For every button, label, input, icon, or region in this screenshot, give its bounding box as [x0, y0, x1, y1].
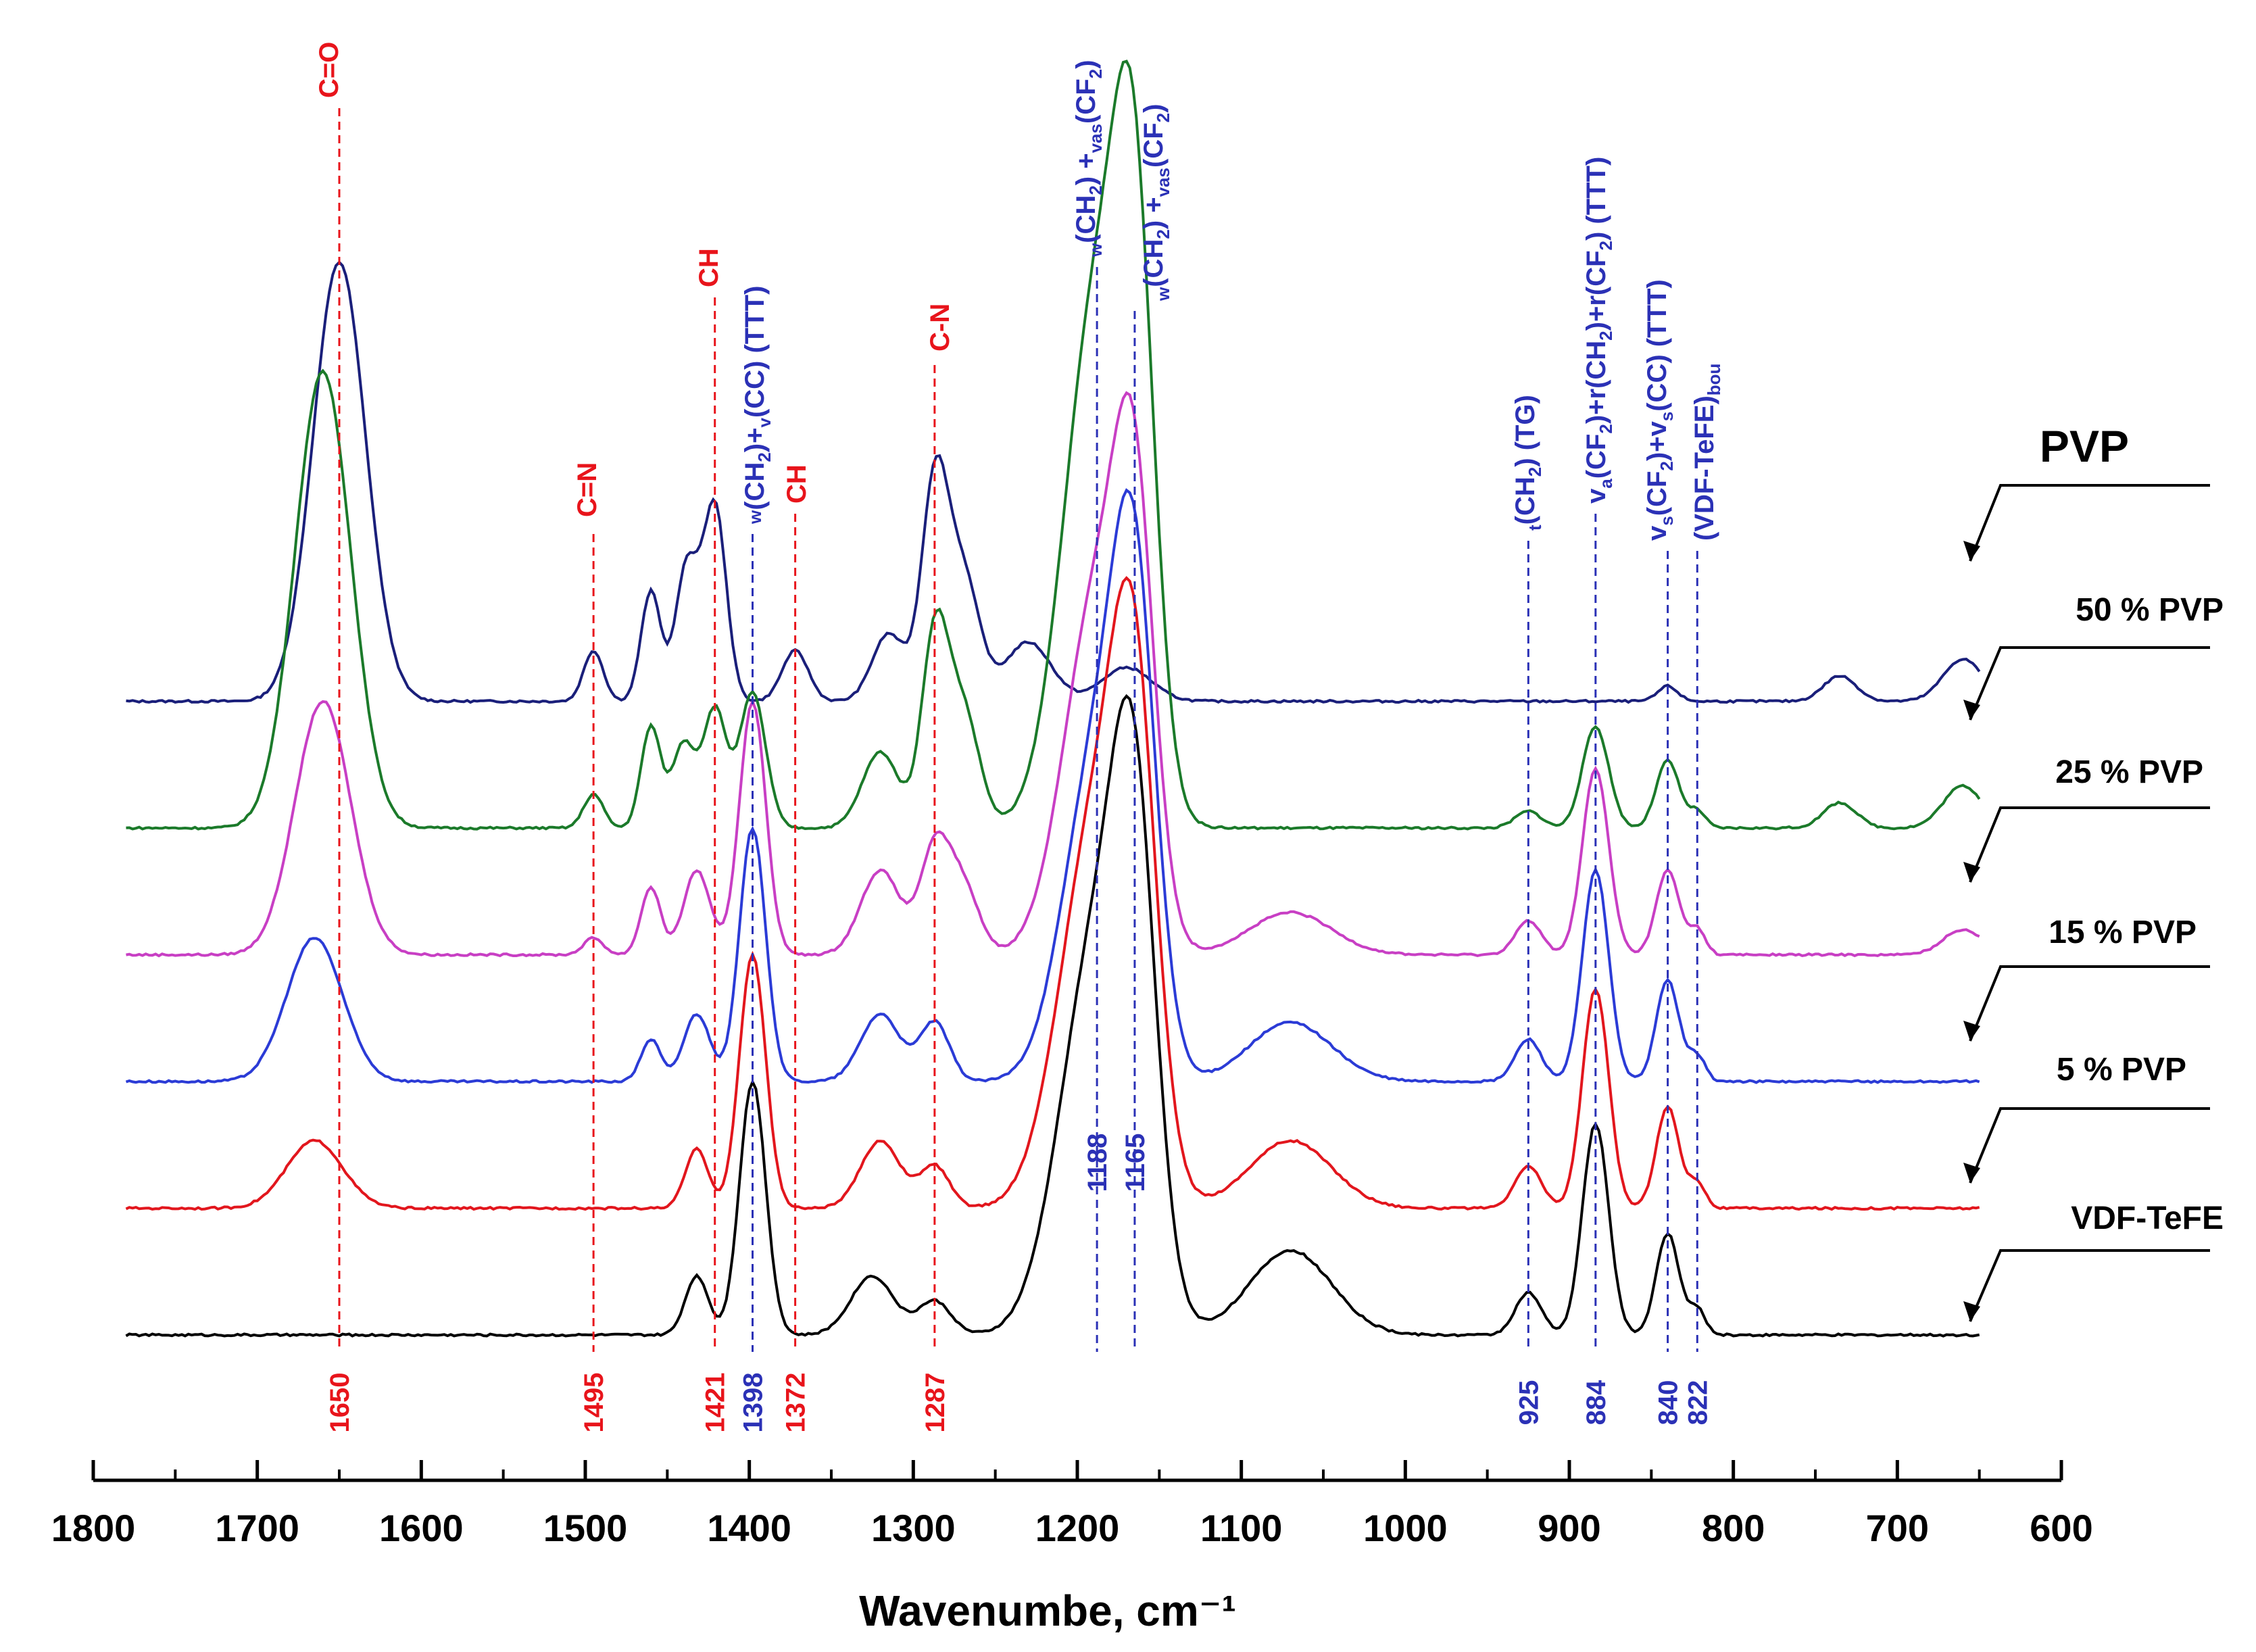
legend-label-25: 25 % PVP [2055, 754, 2203, 790]
peak-marker-label-1188: 1188 [1083, 1134, 1112, 1192]
legend-leader-15 [1969, 965, 2210, 1042]
legend-arrow-15 [1963, 1021, 1980, 1041]
x-tick-label-1200: 1200 [1035, 1507, 1120, 1549]
svg-text:vs(CF2)+vs(CC) (TTT): vs(CF2)+vs(CC) (TTT) [1642, 279, 1677, 541]
series-line-vdf-tefe [125, 694, 1980, 1338]
peak-marker-label-822: 822 [1683, 1380, 1713, 1426]
x-tick-label-1000: 1000 [1363, 1507, 1448, 1549]
x-tick-label-1500: 1500 [543, 1507, 628, 1549]
peak-marker-label-1398: 1398 [739, 1373, 768, 1433]
x-axis [91, 1460, 2063, 1482]
legend-arrow-5 [1963, 1163, 1980, 1183]
legend: PVP 50 % PVP 25 % PVP 15 % PVP 5 % PVP V… [1963, 421, 2224, 1322]
peak-marker-label-925: 925 [1514, 1380, 1544, 1426]
x-tick-label-1100: 1100 [1200, 1507, 1283, 1549]
legend-label-50: 50 % PVP [2076, 592, 2224, 628]
peak-marker-label-1287: 1287 [921, 1373, 950, 1433]
peak-marker-label-1421: 1421 [701, 1373, 731, 1433]
peak-marker-label-1372: 1372 [781, 1373, 811, 1433]
svg-text:w(CH2)+v(CC) (TTT): w(CH2)+v(CC) (TTT) [740, 286, 775, 525]
peak-marker-label-1165: 1165 [1121, 1134, 1150, 1192]
annotation-1188: w(CH2) +vas(CF2) [1071, 60, 1106, 258]
annotation-cn-double: C=N [572, 462, 602, 517]
peak-marker-label-1495: 1495 [579, 1373, 609, 1433]
spectra-group [125, 59, 1981, 1338]
annotation-1165: w(CH2) +vas(CF2) [1139, 104, 1173, 301]
legend-label-pvp: PVP [2040, 421, 2129, 471]
annotation-ch-1372: CH [782, 464, 812, 504]
series-line-50-pvp [126, 59, 1981, 831]
annotation-822: (VDF-TeFE)bou [1690, 364, 1724, 541]
legend-label-5: 5 % PVP [2057, 1052, 2186, 1088]
peak-markers-group: 1650 1495 1421 1398 1372 1287 1188 1165 925 884 84… [325, 108, 1713, 1432]
x-tick-label-1600: 1600 [379, 1507, 464, 1549]
x-tick-label-1800: 1800 [51, 1507, 136, 1549]
legend-leader-vdf-tefe [1969, 1249, 2210, 1322]
legend-leader-25 [1969, 806, 2210, 883]
svg-text:w(CH2) +vas(CF2): w(CH2) +vas(CF2) [1139, 104, 1173, 301]
x-tick-label-900: 900 [1538, 1507, 1600, 1549]
annotation-co: C=O [314, 42, 344, 98]
peak-marker-label-884: 884 [1581, 1380, 1611, 1425]
peak-marker-label-840: 840 [1654, 1380, 1684, 1426]
x-tick-label-800: 800 [1702, 1507, 1765, 1549]
svg-text:(VDF-TeFE)bou: (VDF-TeFE)bou [1690, 364, 1724, 541]
series-line-5-pvp [125, 576, 1980, 1211]
annotation-cn-single: C-N [925, 303, 955, 351]
legend-label-vdf-tefe: VDF-TeFE [2071, 1200, 2224, 1236]
svg-text:va(CF2)+r(CH2)+r(CF2) (TTT): va(CF2)+r(CH2)+r(CF2) (TTT) [1581, 157, 1616, 504]
legend-arrow-50 [1963, 700, 1980, 720]
legend-arrow-pvp [1963, 541, 1980, 561]
annotation-ch-1421: CH [694, 248, 724, 287]
legend-arrow-vdf-tefe [1963, 1301, 1980, 1321]
svg-text:w(CH2) +vas(CF2): w(CH2) +vas(CF2) [1071, 60, 1106, 258]
x-axis-title: Wavenumbe, cm⁻¹ [859, 1586, 1236, 1635]
x-tick-label-1300: 1300 [871, 1507, 956, 1549]
band-annotations: C=O C=N CH CH C-N w(CH2)+v(CC) (TTT) w(C… [314, 42, 1724, 541]
annotation-884: va(CF2)+r(CH2)+r(CF2) (TTT) [1581, 157, 1616, 504]
annotation-1398: w(CH2)+v(CC) (TTT) [740, 286, 775, 525]
x-tick-label-700: 700 [1866, 1507, 1929, 1549]
legend-leader-5 [1969, 1107, 2210, 1184]
x-tick-label-1700: 1700 [215, 1507, 299, 1549]
legend-arrow-25 [1963, 862, 1980, 882]
legend-label-15: 15 % PVP [2049, 915, 2197, 950]
series-line-15-pvp [125, 488, 1980, 1084]
x-tick-label-1400: 1400 [707, 1507, 791, 1549]
annotation-925: t(CH2) (TG) [1511, 395, 1545, 531]
legend-leader-50 [1969, 646, 2210, 721]
legend-leader-pvp [1969, 484, 2210, 562]
svg-text:t(CH2) (TG): t(CH2) (TG) [1511, 395, 1545, 531]
series-line-25-pvp [126, 391, 1980, 958]
series-line-pvp [126, 260, 1981, 704]
peak-marker-label-1650: 1650 [325, 1373, 355, 1433]
x-tick-label-600: 600 [2030, 1507, 2092, 1549]
annotation-840: vs(CF2)+vs(CC) (TTT) [1642, 279, 1677, 541]
